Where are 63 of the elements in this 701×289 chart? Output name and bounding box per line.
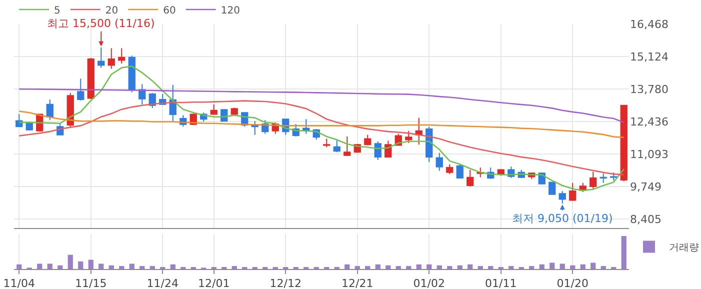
bar — [447, 266, 452, 269]
legend-label: 20 — [105, 5, 118, 16]
bar — [108, 265, 114, 269]
bar — [436, 265, 442, 269]
x-tick-label: 11/15 — [75, 277, 107, 289]
legend-label: 5 — [54, 5, 60, 16]
x-tick-label: 01/20 — [556, 277, 588, 289]
bar — [119, 266, 124, 269]
bar — [621, 236, 626, 269]
bar — [396, 266, 401, 269]
bar — [150, 266, 155, 269]
bar — [16, 264, 22, 269]
bar — [560, 264, 565, 269]
x-tick-label: 11/24 — [146, 277, 178, 289]
y-tick-label: 13,780 — [630, 82, 668, 96]
bar — [170, 264, 176, 269]
bar — [58, 265, 63, 269]
bar — [529, 266, 534, 269]
bar — [590, 262, 596, 269]
x-tick-label: 12/21 — [342, 277, 374, 289]
bar — [600, 266, 606, 269]
bar — [406, 266, 412, 269]
y-tick-label: 9,749 — [630, 180, 662, 194]
y-tick-label: 11,093 — [630, 148, 668, 161]
bar — [539, 264, 544, 269]
bar — [88, 260, 94, 269]
y-tick-label: 15,124 — [630, 50, 668, 64]
bar — [457, 265, 462, 269]
y-tick-label: 12,436 — [630, 115, 668, 128]
bar — [468, 264, 473, 269]
legend-label: 120 — [220, 5, 240, 16]
y-tick-label: 16,468 — [630, 18, 668, 31]
bar — [386, 265, 391, 269]
y-tick-label: 8,405 — [630, 213, 662, 226]
bar — [354, 266, 360, 269]
bar — [129, 264, 134, 269]
bar — [375, 264, 380, 269]
x-tick-label: 12/01 — [198, 277, 230, 289]
x-tick-label: 11/04 — [3, 277, 35, 289]
bar — [98, 264, 104, 269]
bar — [37, 264, 42, 269]
bar — [508, 266, 514, 269]
bar — [550, 262, 555, 269]
bar — [140, 266, 145, 269]
bar — [365, 266, 370, 269]
annotation: 최저 9,050 (01/19) — [512, 212, 613, 225]
legend-label: 거래량 — [669, 242, 699, 254]
bar — [426, 264, 432, 269]
bar — [488, 266, 494, 269]
bar — [78, 261, 84, 269]
x-tick-label: 12/12 — [270, 277, 302, 289]
bar — [580, 264, 586, 269]
bar — [416, 264, 422, 269]
bar — [47, 264, 52, 269]
annotation: 최고 15,500 (11/16) — [47, 17, 155, 30]
bar — [570, 265, 576, 269]
x-tick-label: 01/02 — [413, 277, 445, 289]
bar — [68, 254, 73, 269]
bar — [478, 266, 483, 269]
bar — [232, 266, 237, 269]
x-tick-label: 01/11 — [485, 277, 517, 289]
legend-label: 60 — [163, 5, 176, 16]
bar — [344, 264, 350, 269]
